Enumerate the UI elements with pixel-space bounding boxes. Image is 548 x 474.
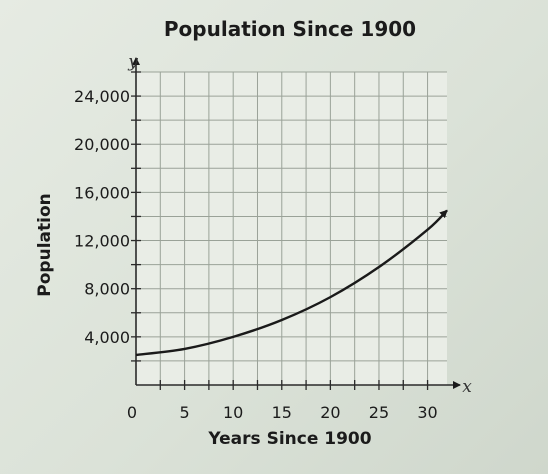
x-tick-label: 5 [180, 403, 190, 422]
tick-marks [131, 71, 429, 390]
y-tick-label: 24,000 [74, 87, 130, 106]
series-group [135, 209, 448, 357]
y-tick-label: 20,000 [74, 135, 130, 154]
y-axis-label: Population [35, 193, 55, 296]
x-tick-label: 15 [272, 403, 292, 422]
x-tick-label: 0 [127, 403, 137, 422]
x-tick-label: 10 [223, 403, 243, 422]
series-line [135, 209, 448, 357]
y-tick-label: 4,000 [84, 328, 130, 347]
x-tick-label: 30 [417, 403, 437, 422]
x-tick-label: 20 [320, 403, 340, 422]
axes [132, 57, 461, 389]
chart-title: Population Since 1900 [164, 17, 416, 41]
y-tick-label: 8,000 [84, 280, 130, 299]
y-tick-label: 16,000 [74, 183, 130, 202]
y-tick-label: 12,000 [74, 232, 130, 251]
tick-labels: 0 5 10 15 20 25 30 4,000 8,000 12,000 16,000 20,000… [74, 87, 438, 422]
x-tick-label: 25 [369, 403, 389, 422]
x-axis-label: Years Since 1900 [207, 429, 371, 449]
plot-background [136, 72, 447, 385]
x-axis-letter: x [462, 377, 472, 397]
y-axis-letter: y [127, 52, 138, 72]
